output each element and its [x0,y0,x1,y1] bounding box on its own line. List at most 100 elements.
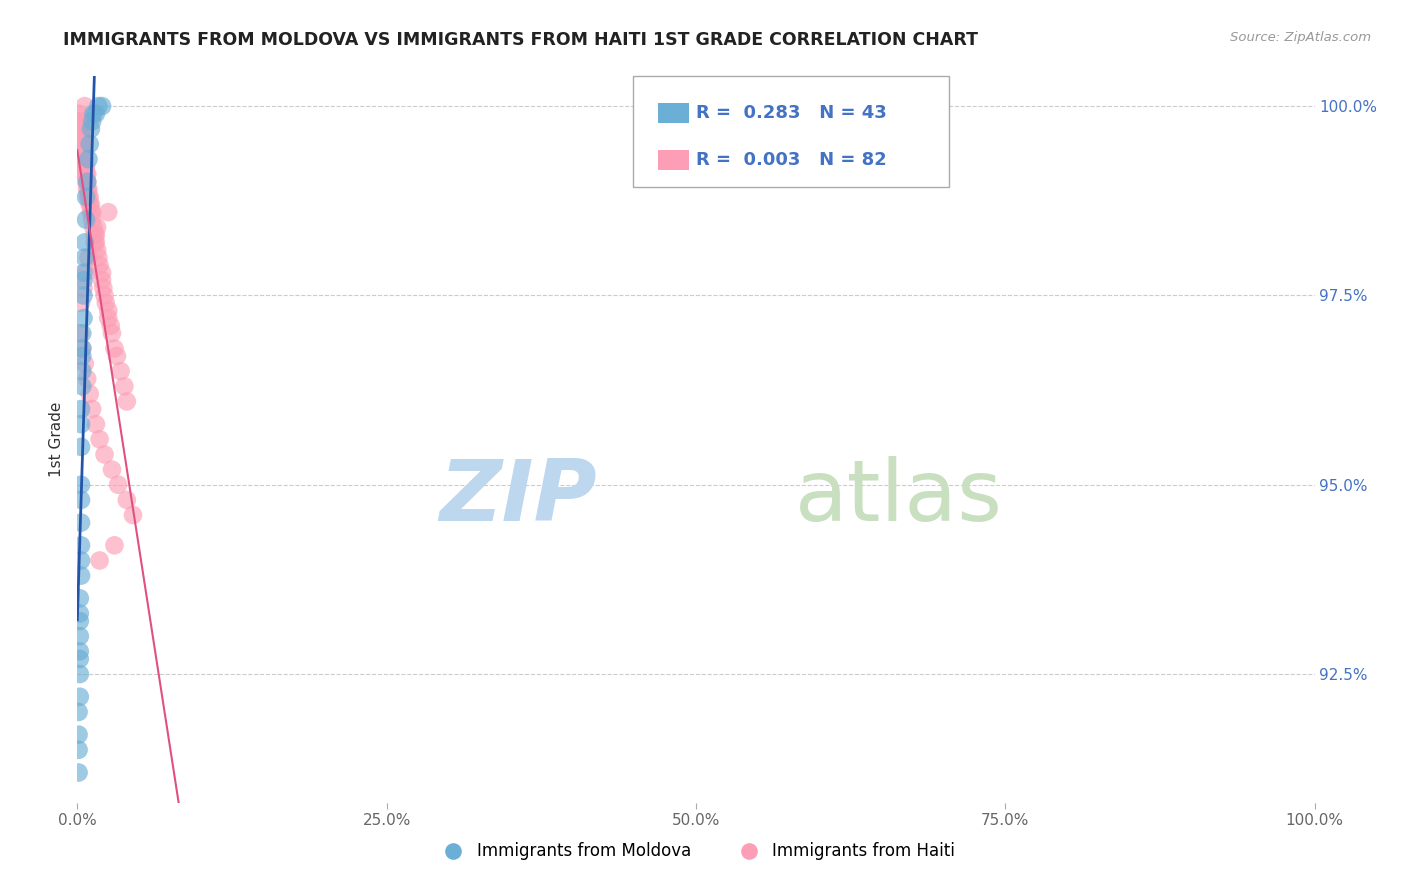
Point [69,629,91,643]
Point [73,251,96,265]
Point [89,433,111,447]
Point [84,417,107,432]
Point [73,99,96,113]
Point [101,462,124,476]
Point [105,349,128,363]
Point [79,387,101,401]
Point [72,364,94,378]
Point [69,591,91,606]
Point [75,212,97,227]
Point [70,296,93,310]
Point [77,182,100,196]
Point [72,136,94,151]
Text: R =  0.003   N = 82: R = 0.003 N = 82 [696,152,887,169]
Point [70,121,93,136]
Point [73,152,96,166]
Point [89,258,111,272]
Point [84,106,107,120]
Point [82,205,104,219]
Text: atlas: atlas [794,456,1002,539]
Point [73,160,96,174]
Point [75,167,97,181]
Point [72,152,94,166]
Text: IMMIGRANTS FROM MOLDOVA VS IMMIGRANTS FROM HAITI 1ST GRADE CORRELATION CHART: IMMIGRANTS FROM MOLDOVA VS IMMIGRANTS FR… [63,31,979,49]
Point [70,568,93,582]
Point [70,440,93,454]
Point [69,667,91,681]
Point [84,227,107,242]
Point [72,326,94,341]
Point [67,114,90,128]
Point [72,266,94,280]
Point [91,99,114,113]
Point [76,175,98,189]
Text: R =  0.283   N = 43: R = 0.283 N = 43 [696,104,887,122]
Point [69,607,91,621]
Point [89,553,111,567]
Point [76,372,98,386]
Point [77,251,100,265]
Point [91,273,114,287]
Point [70,145,93,159]
Point [67,106,90,120]
Point [69,652,91,666]
Point [77,190,100,204]
Point [72,136,94,151]
Point [72,349,94,363]
Point [70,417,93,432]
Point [80,121,103,136]
Point [69,690,91,704]
Point [77,152,100,166]
Point [72,281,94,295]
Point [73,357,96,371]
Point [72,273,94,287]
Point [103,538,125,552]
Point [69,121,91,136]
Point [72,342,94,356]
Point [72,152,94,166]
Point [67,728,90,742]
Point [87,251,110,265]
Point [112,379,135,393]
Point [70,477,93,491]
Point [70,114,93,128]
Point [75,266,97,280]
Point [115,492,138,507]
Point [73,167,96,181]
Point [91,281,114,295]
Point [93,288,115,302]
Point [91,266,114,280]
Point [76,167,98,181]
Point [79,136,101,151]
Point [72,342,94,356]
Point [70,129,93,144]
Point [75,190,97,204]
Point [72,129,94,144]
Point [70,553,93,567]
Point [80,205,103,219]
Point [69,114,91,128]
Point [83,227,105,242]
Point [70,136,93,151]
Point [87,99,110,113]
Point [69,644,91,658]
Point [93,447,115,461]
Point [70,538,93,552]
Point [67,743,90,757]
Point [75,175,97,189]
Point [82,114,104,128]
Point [86,243,108,257]
Point [70,492,93,507]
Point [72,311,94,326]
Point [75,160,97,174]
Point [97,205,120,219]
Point [70,516,93,530]
Text: Source: ZipAtlas.com: Source: ZipAtlas.com [1230,31,1371,45]
Point [72,121,94,136]
Point [97,311,120,326]
Point [84,235,107,250]
Legend: Immigrants from Moldova, Immigrants from Haiti: Immigrants from Moldova, Immigrants from… [430,836,962,867]
Point [110,364,132,378]
Point [83,235,105,250]
Point [72,160,94,174]
